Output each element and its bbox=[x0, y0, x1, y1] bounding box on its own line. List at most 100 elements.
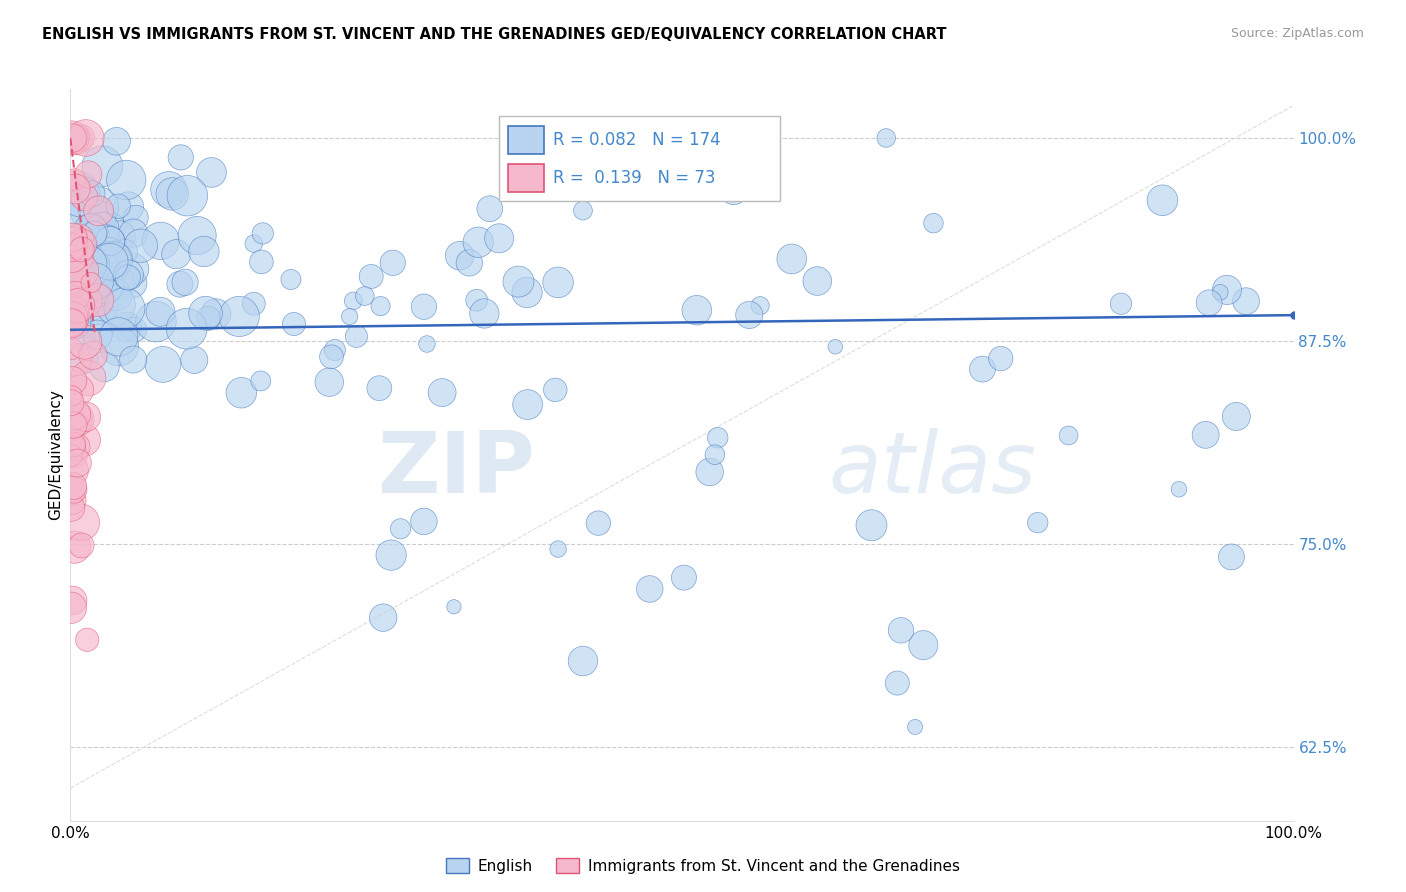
Point bbox=[170, 150, 193, 164]
Point bbox=[77, 255, 100, 269]
Point bbox=[904, 720, 927, 734]
Point bbox=[62, 314, 84, 328]
Point bbox=[339, 310, 361, 324]
FancyBboxPatch shape bbox=[508, 164, 544, 192]
Point bbox=[174, 276, 197, 290]
Point bbox=[72, 351, 94, 366]
Point bbox=[890, 624, 912, 638]
Point bbox=[87, 203, 110, 218]
Point bbox=[60, 417, 83, 431]
Point bbox=[63, 412, 86, 426]
Point bbox=[62, 417, 84, 431]
Point bbox=[430, 385, 453, 400]
Point bbox=[342, 293, 364, 308]
Point bbox=[60, 500, 83, 515]
Point bbox=[117, 200, 139, 214]
Point bbox=[76, 240, 98, 254]
Point bbox=[70, 264, 93, 278]
Point bbox=[806, 274, 828, 288]
Point bbox=[94, 278, 117, 293]
Point bbox=[114, 244, 136, 259]
Point bbox=[101, 254, 124, 268]
Point bbox=[67, 286, 90, 301]
Point bbox=[63, 540, 86, 554]
Point bbox=[169, 277, 191, 292]
Point bbox=[86, 287, 108, 301]
Point bbox=[194, 306, 217, 320]
Point bbox=[80, 205, 103, 219]
Point bbox=[228, 310, 250, 324]
Point bbox=[62, 311, 84, 326]
Point bbox=[70, 243, 93, 257]
Point bbox=[250, 255, 273, 269]
Point bbox=[886, 676, 908, 690]
Point bbox=[77, 257, 100, 271]
Point bbox=[73, 190, 96, 204]
Point bbox=[60, 420, 83, 434]
Point bbox=[105, 288, 128, 302]
Point bbox=[572, 203, 595, 218]
Point bbox=[280, 272, 302, 286]
Point bbox=[1109, 297, 1132, 311]
Point bbox=[231, 385, 253, 400]
Point bbox=[91, 159, 114, 173]
Point bbox=[368, 381, 391, 395]
Point bbox=[1209, 285, 1232, 300]
Point bbox=[67, 194, 90, 208]
Point bbox=[416, 337, 439, 351]
Point bbox=[638, 582, 661, 596]
Point bbox=[588, 516, 610, 530]
Point bbox=[249, 374, 271, 388]
Text: R =  0.139   N = 73: R = 0.139 N = 73 bbox=[553, 169, 716, 186]
Point bbox=[70, 237, 93, 252]
Y-axis label: GED/Equivalency: GED/Equivalency bbox=[48, 390, 63, 520]
Point bbox=[360, 269, 382, 284]
Point bbox=[70, 131, 93, 145]
Text: atlas: atlas bbox=[828, 428, 1036, 511]
Point bbox=[115, 320, 138, 334]
Point bbox=[59, 600, 82, 615]
Point bbox=[77, 260, 100, 274]
Point bbox=[381, 256, 404, 270]
Point bbox=[63, 172, 86, 186]
Point bbox=[84, 277, 107, 292]
Point bbox=[103, 254, 125, 268]
Legend: English, Immigrants from St. Vincent and the Grenadines: English, Immigrants from St. Vincent and… bbox=[440, 852, 966, 880]
Point bbox=[83, 252, 105, 267]
Point bbox=[107, 275, 129, 289]
Point bbox=[412, 515, 434, 529]
Point bbox=[129, 239, 152, 253]
Point bbox=[86, 314, 108, 328]
Point bbox=[380, 548, 402, 562]
Point bbox=[516, 285, 538, 300]
Point bbox=[60, 493, 83, 508]
Point bbox=[62, 418, 84, 433]
Point bbox=[149, 305, 172, 319]
Point bbox=[73, 274, 96, 288]
Point bbox=[467, 235, 489, 250]
Point bbox=[63, 303, 86, 318]
Point bbox=[197, 311, 219, 326]
Point bbox=[63, 288, 86, 302]
Point bbox=[65, 288, 87, 302]
Point bbox=[412, 300, 434, 314]
Point bbox=[547, 276, 569, 290]
Point bbox=[60, 463, 83, 477]
Point bbox=[1026, 516, 1049, 530]
Point bbox=[96, 238, 118, 252]
Point bbox=[62, 252, 84, 266]
Point bbox=[1195, 427, 1218, 442]
Point bbox=[152, 358, 174, 372]
Point bbox=[70, 538, 93, 552]
Point bbox=[544, 383, 567, 397]
Point bbox=[75, 293, 97, 308]
Point bbox=[472, 306, 495, 320]
Point bbox=[443, 599, 465, 614]
Point bbox=[105, 134, 128, 148]
Point bbox=[63, 439, 86, 453]
Point bbox=[114, 301, 136, 315]
Point bbox=[353, 289, 375, 303]
Point bbox=[62, 479, 84, 493]
Point bbox=[117, 270, 139, 285]
Point bbox=[699, 465, 721, 479]
